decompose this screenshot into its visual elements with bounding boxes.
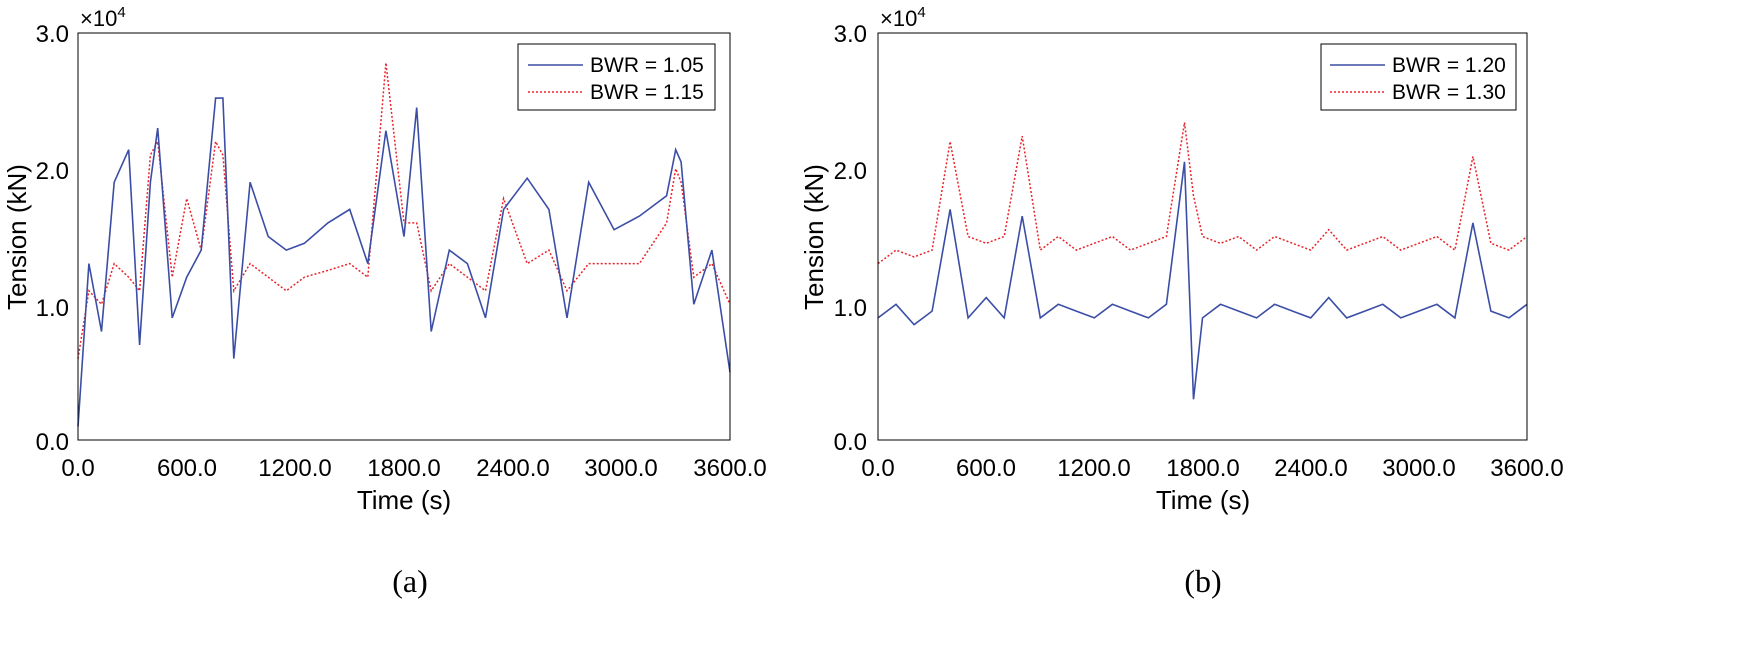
panel-a: 3.0 2.0 1.0 0.0 ×104 Tension (kN) 0.0 60… <box>2 4 767 599</box>
plot-frame <box>77 32 731 441</box>
series-line-solid <box>877 161 1528 400</box>
x-tick-label: 2400.0 <box>1274 455 1347 482</box>
y-tick-label: 1.0 <box>36 295 69 322</box>
series-group <box>877 122 1528 400</box>
x-tick-label: 0.0 <box>861 455 894 482</box>
y-axis-label: Tension (kN) <box>799 164 829 310</box>
series-line-solid <box>77 97 731 427</box>
x-tick-label: 600.0 <box>956 455 1016 482</box>
x-tick-label: 1200.0 <box>1057 455 1130 482</box>
y-axis-label: Tension (kN) <box>2 164 32 310</box>
panel-b: 3.0 2.0 1.0 0.0 ×104 Tension (kN) 0.0 60… <box>799 4 1564 599</box>
y-tick-label: 2.0 <box>36 158 69 185</box>
x-tick-label: 1200.0 <box>258 455 331 482</box>
x-tick-label: 1800.0 <box>1166 455 1239 482</box>
x-axis-label: Time (s) <box>357 485 451 515</box>
legend-label: BWR = 1.30 <box>1392 81 1506 104</box>
x-tick-label: 3000.0 <box>1382 455 1455 482</box>
legend-label: BWR = 1.20 <box>1392 54 1506 77</box>
x-tick-label: 3000.0 <box>584 455 657 482</box>
legend-box <box>517 43 716 111</box>
legend: BWR = 1.05 BWR = 1.15 <box>517 43 716 111</box>
series-line-dotted <box>877 122 1528 265</box>
x-tick-label: 3600.0 <box>1490 455 1563 482</box>
x-tick-label: 600.0 <box>157 455 217 482</box>
y-tick-label: 1.0 <box>834 295 867 322</box>
panel-caption: (b) <box>1184 563 1221 599</box>
panel-caption: (a) <box>392 563 428 599</box>
legend-label: BWR = 1.15 <box>590 81 704 104</box>
y-tick-label: 0.0 <box>36 429 69 456</box>
x-tick-label: 2400.0 <box>476 455 549 482</box>
x-tick-label: 3600.0 <box>693 455 766 482</box>
y-exponent-label: ×104 <box>880 4 926 31</box>
legend: BWR = 1.20 BWR = 1.30 <box>1320 43 1517 111</box>
x-tick-label: 0.0 <box>61 455 94 482</box>
plot-frame <box>877 32 1528 441</box>
y-tick-label: 2.0 <box>834 158 867 185</box>
y-exponent-label: ×104 <box>80 4 126 31</box>
y-tick-label: 3.0 <box>834 21 867 48</box>
y-tick-label: 3.0 <box>36 21 69 48</box>
x-axis-label: Time (s) <box>1156 485 1250 515</box>
y-tick-label: 0.0 <box>834 429 867 456</box>
x-tick-label: 1800.0 <box>367 455 440 482</box>
series-group <box>77 62 731 427</box>
legend-label: BWR = 1.05 <box>590 54 704 77</box>
legend-box <box>1320 43 1517 111</box>
